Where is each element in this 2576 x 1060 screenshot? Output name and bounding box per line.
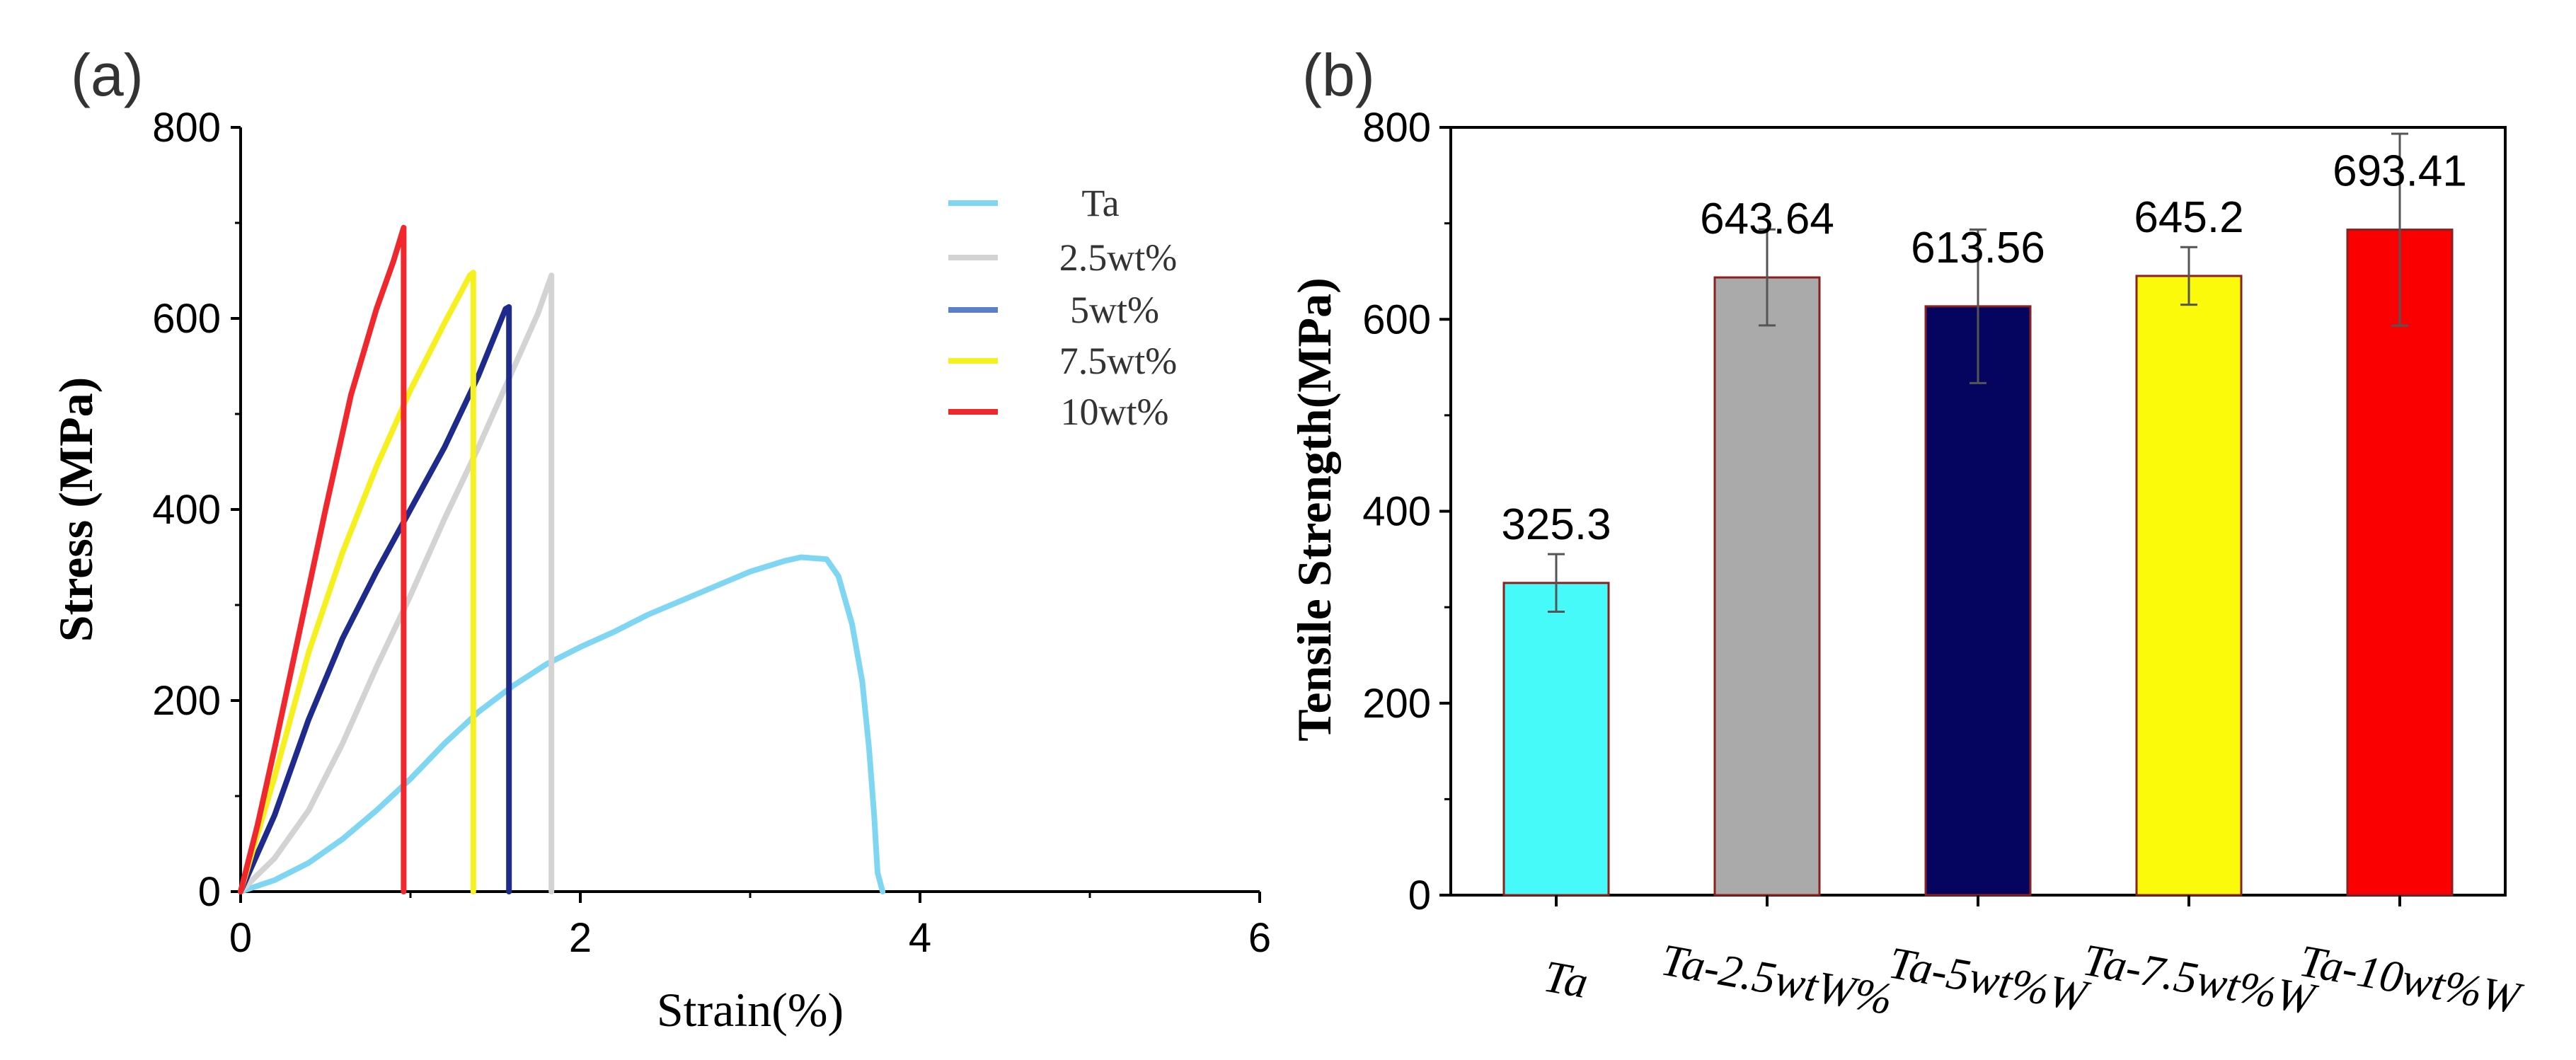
y-tick-label: 200 (1362, 681, 1431, 727)
bar (2135, 275, 2243, 897)
panel-a-x-ticks: 0 2 4 6 (229, 892, 1271, 961)
x-tick-label: 6 (1248, 915, 1271, 961)
panel-b-y-axis-title: Tensile Strength(MPa) (1287, 277, 1341, 741)
panel-a-label: (a) (71, 42, 144, 108)
y-tick-label: 0 (1408, 872, 1431, 918)
category-label: Ta-2.5wtW% (1657, 934, 1896, 1024)
series-line-10wt- (238, 224, 407, 894)
y-tick-label: 600 (152, 296, 221, 342)
series-line-5wt- (238, 304, 512, 894)
bar-value-label: 643.64 (1700, 195, 1834, 243)
x-tick-label: 4 (909, 915, 931, 961)
panel-b-y-ticks: 0 200 400 600 800 (1362, 105, 1451, 918)
bar-value-label: 693.41 (2333, 147, 2467, 196)
panel-b-category-labels: Ta Ta-2.5wtW%Ta-5wt%WTa-7.5wt%WTa-10wt%W (1540, 934, 2527, 1025)
panel-b-bars: 325.3 643.64 613.56 645.2 693.41 (1501, 132, 2467, 906)
bar-value-label: 325.3 (1501, 500, 1611, 549)
y-tick-label: 800 (1362, 105, 1431, 151)
bar-value-label: 613.56 (1911, 224, 2045, 272)
category-label: Ta-5wt%W (1885, 937, 2095, 1022)
panel-a-x-axis-title: Strain(%) (657, 983, 844, 1037)
y-tick-label: 400 (152, 487, 221, 533)
series-line-7-5wt- (238, 270, 476, 894)
bar (1924, 305, 2032, 897)
y-tick-label: 0 (198, 869, 221, 915)
x-tick-label: 0 (229, 915, 252, 961)
legend-label-5wt: 5wt% (1070, 289, 1159, 331)
legend-label-2-5wt: 2.5wt% (1059, 236, 1177, 279)
category-label: Ta-7.5wt%W (2079, 934, 2322, 1025)
y-tick-label: 400 (1362, 489, 1431, 535)
category-label: Ta (1540, 951, 1592, 1008)
y-tick-label: 200 (152, 678, 221, 724)
bar (2346, 229, 2454, 897)
legend-label-7-5wt: 7.5wt% (1059, 340, 1177, 382)
legend-label-ta: Ta (1081, 182, 1119, 224)
y-tick-label: 600 (1362, 296, 1431, 342)
bar (1713, 276, 1821, 897)
panel-a-legend: Ta 2.5wt% 5wt% 7.5wt% 10wt% (948, 182, 1177, 433)
x-tick-label: 2 (569, 915, 592, 961)
bar (1502, 582, 1610, 897)
panel-a-y-axis-title: Stress (MPa) (49, 377, 103, 643)
panel-b-label: (b) (1302, 42, 1375, 108)
panel-a: (a) 0 200 400 600 800 0 2 4 6 Ta 2.5wt% 5wt% 7.… (49, 42, 1271, 1037)
panel-b: (b) 0 200 400 600 800 325.3 643.64 613.56 645.2… (1287, 42, 2527, 1025)
legend-label-10wt: 10wt% (1061, 391, 1169, 433)
series-line-2-5wt- (238, 272, 555, 894)
panel-a-series (238, 224, 886, 894)
panel-a-y-ticks: 0 200 400 600 800 (152, 105, 241, 915)
bar-value-label: 645.2 (2134, 193, 2243, 242)
series-line-ta (238, 554, 886, 894)
category-label: Ta-10wt%W (2296, 935, 2527, 1024)
y-tick-label: 800 (152, 105, 221, 151)
